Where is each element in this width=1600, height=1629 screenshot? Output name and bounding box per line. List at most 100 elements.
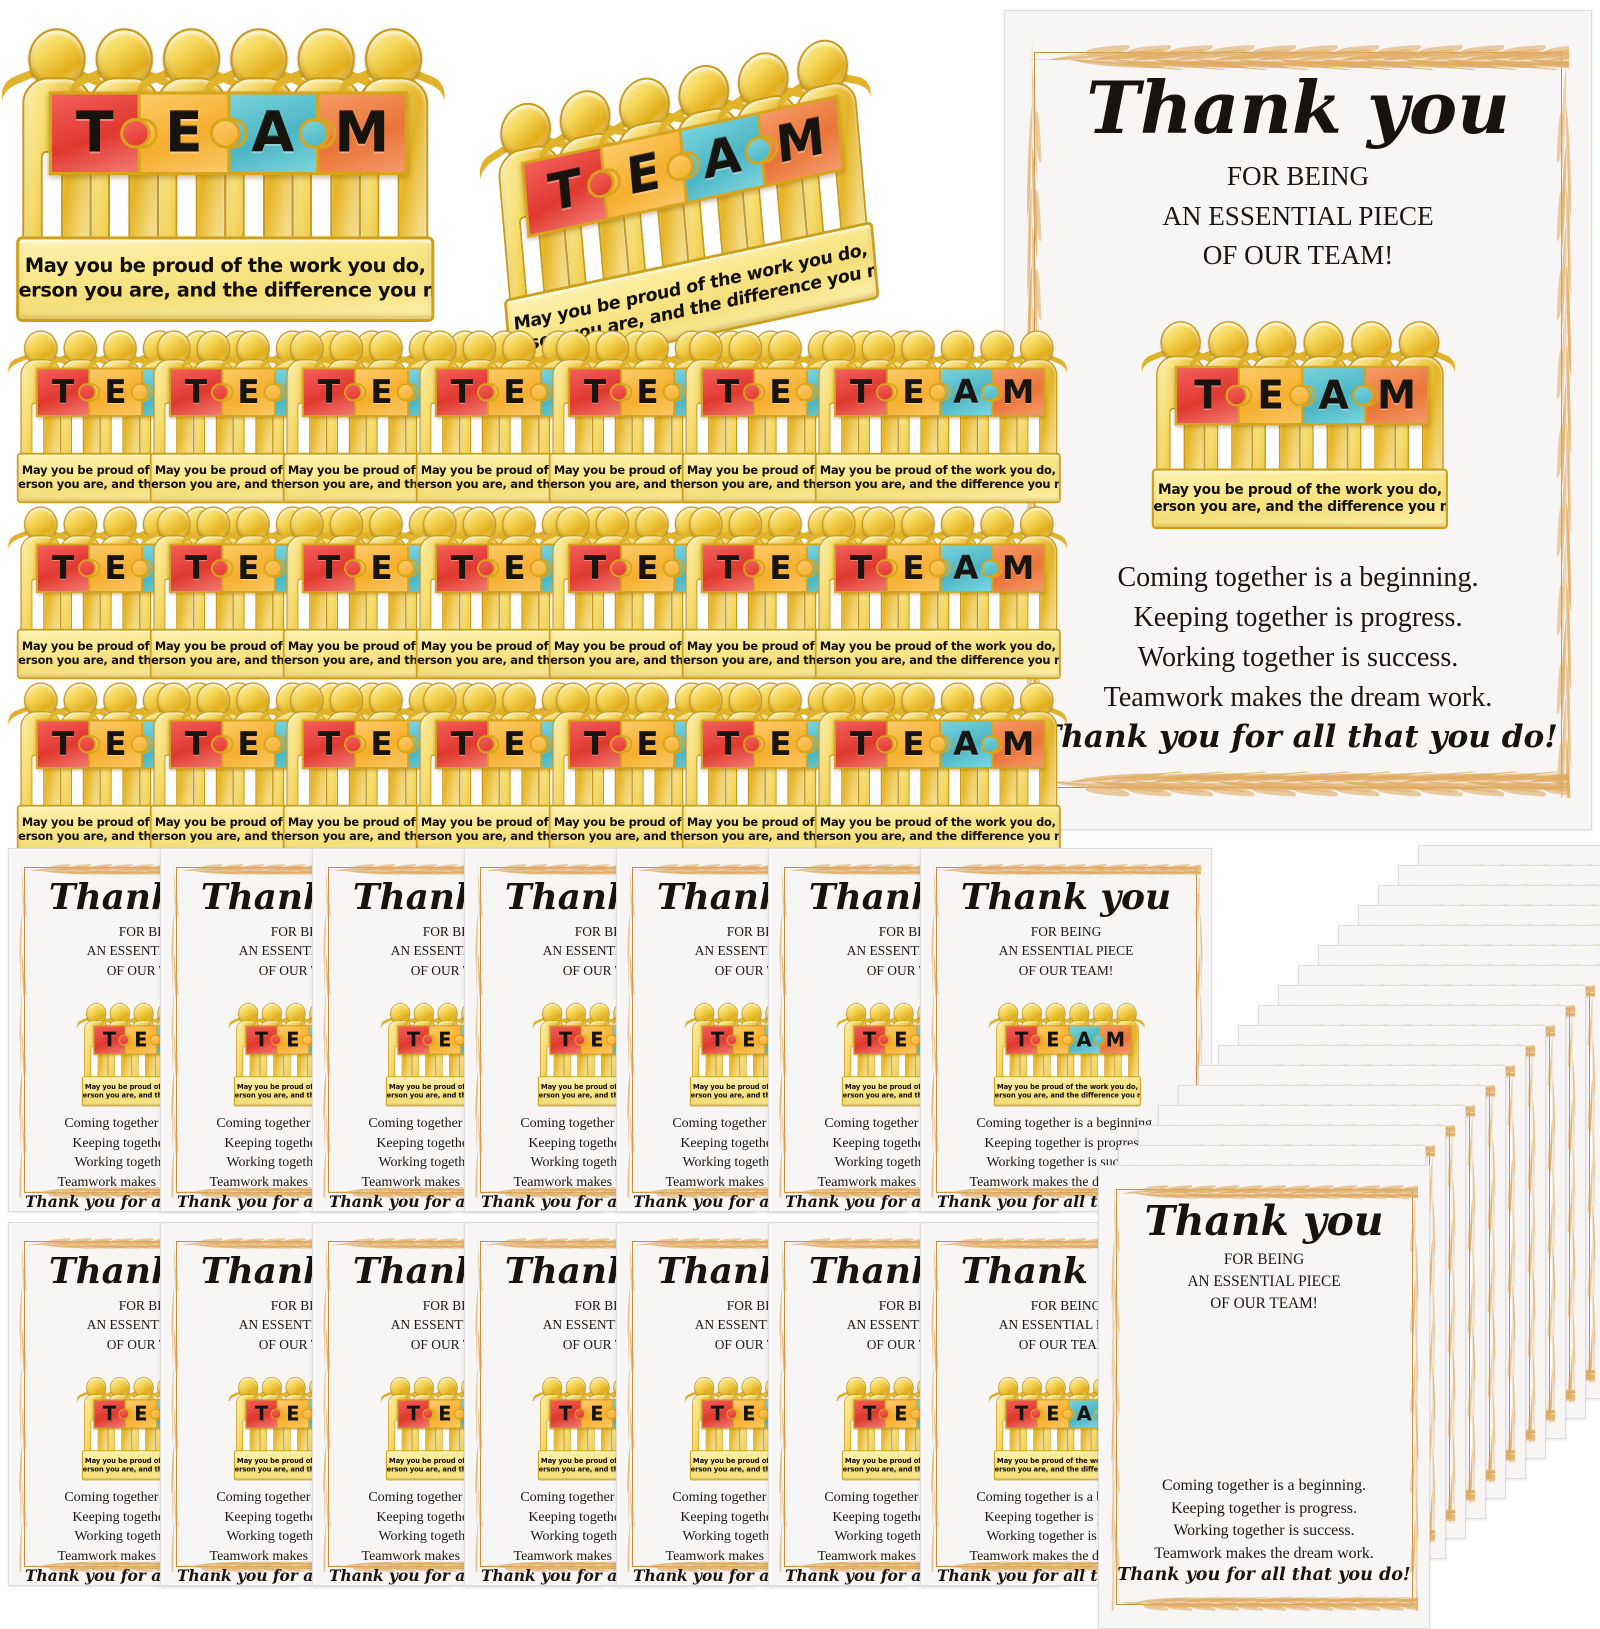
puzzle-letter: T [1014,1028,1028,1052]
card-quote-line-4: Teamwork makes the dream work. [1154,1544,1374,1562]
puzzle-knob-icon [876,383,895,402]
card-quote-line-4: Teamwork makes the dream work. [1103,681,1493,713]
puzzle-letter: M [334,100,390,165]
puzzle-tile-a: A [932,367,999,417]
puzzle-letter: E [503,549,526,587]
puzzle-knob-icon [909,1408,921,1420]
puzzle-tile-t: T [853,1025,889,1055]
puzzle-tile-e: E [747,719,814,769]
puzzle-knob-icon [757,1408,769,1420]
puzzle-letter: T [318,725,341,763]
puzzle-tile-t: T [397,1399,433,1429]
puzzle-knob-icon [1061,1408,1073,1420]
puzzle-letter: T [451,725,474,763]
puzzle-letter: M [1377,372,1417,419]
card-subtitle-line-1: FOR BEING [1223,1250,1305,1268]
pin-quote-line-1: May you be proud of the work you do, [819,463,1056,477]
puzzle-letter: T [254,1402,268,1426]
puzzle-letter: T [850,549,873,587]
puzzle-letter: E [437,1028,452,1052]
puzzle-tile-e: E [747,367,814,417]
puzzle-letter: A [1076,1402,1092,1426]
puzzle-letter: T [318,373,341,411]
card-subtitle-line-3: OF OUR TEAM! [1202,240,1394,271]
puzzle-letter: T [558,1402,572,1426]
puzzle-tile-t: T [701,543,762,593]
card-quote-line-3: Working together is success. [1137,642,1459,674]
puzzle-letter: A [1076,1028,1092,1052]
puzzle-letter: E [437,1402,452,1426]
pin-quote-line-1: May you be proud of the work you do, [819,639,1056,653]
puzzle-tile-t: T [549,1025,585,1055]
pin-quote-line-1: May you be proud of the work you do, [24,254,426,278]
puzzle-tile-a: A [932,543,999,593]
pin-quote-line-1: May you be proud of the work you do, [819,815,1056,829]
puzzle-letter: E [370,549,393,587]
puzzle-letter: T [52,373,75,411]
puzzle-knob-icon [209,118,241,149]
puzzle-knob-icon [344,383,363,402]
puzzle-tile-m: M [1357,366,1430,426]
puzzle-letter: M [1002,373,1035,411]
puzzle-letter: T [52,725,75,763]
puzzle-letter: E [741,1028,756,1052]
card-quote-block: Coming together is a beginning. Keeping t… [1038,558,1558,754]
puzzle-knob-icon [610,559,629,578]
puzzle-tile-t: T [245,1025,281,1055]
puzzle-letter: T [584,373,607,411]
puzzle-letter: E [237,725,260,763]
puzzle-tile-t: T [93,1399,129,1429]
puzzle-knob-icon [878,1408,889,1420]
puzzle-knob-icon [605,1408,617,1420]
puzzle-letter: A [953,373,979,411]
puzzle-letter: A [251,100,295,165]
puzzle-letter: T [185,373,208,411]
puzzle-letter: E [624,141,663,207]
puzzle-tile-e: E [614,719,681,769]
card-content: Thank you FOR BEING AN ESSENTIAL PIECE OF O… [1099,1166,1429,1628]
puzzle-knob-icon [574,1408,585,1420]
puzzle-knob-icon [980,559,999,578]
puzzle-tile-e: E [1230,366,1311,426]
pin-quote-line-2: the person you are, and the difference y… [816,830,1059,844]
puzzle-knob-icon [726,1408,737,1420]
fanned-stack-card: Thank you FOR BEING AN ESSENTIAL PIECE OF O… [1098,1165,1430,1629]
card-content: Thank you FOR BEING AN ESSENTIAL PIECE OF O… [1005,11,1591,829]
puzzle-knob-icon [78,735,97,754]
puzzle-letter: A [953,725,979,763]
puzzle-tile-m: M [985,543,1046,593]
puzzle-letter: T [717,549,740,587]
pin-quote-line-2: the person you are, and the difference y… [18,279,431,302]
puzzle-letter: E [503,373,526,411]
card-subtitle-line-3: OF OUR TEAM! [1210,1295,1318,1313]
puzzle-knob-icon [878,1034,889,1046]
card-quote-line-3: Working together is success. [1173,1522,1355,1540]
pin-quote-plate: May you be proud of the work you do,the … [814,452,1061,504]
puzzle-tile-a: A [932,719,999,769]
puzzle-knob-icon [211,383,230,402]
puzzle-tile-e: E [127,91,241,176]
card-title: Thank you [1086,66,1510,152]
puzzle-tile-t: T [435,543,496,593]
puzzle-knob-icon [726,1034,737,1046]
puzzle-tile-t: T [568,543,629,593]
card-quote-line-1: Coming together is a beginning. [976,1115,1156,1131]
puzzle-tile-t: T [302,719,363,769]
puzzle-tile-t: T [701,1025,737,1055]
puzzle-tile-t: T [549,1399,585,1429]
pin-quote-line-1: May you be proud of the work you do, [1158,482,1443,499]
puzzle-tile-t: T [1175,366,1248,426]
puzzle-letter: E [893,1028,908,1052]
puzzle-letter: E [589,1402,604,1426]
puzzle-knob-icon [1030,1408,1041,1420]
puzzle-tile-t: T [853,1399,889,1429]
puzzle-letter: T [1194,372,1222,419]
puzzle-letter: T [558,1028,572,1052]
puzzle-tile-e: E [481,543,548,593]
